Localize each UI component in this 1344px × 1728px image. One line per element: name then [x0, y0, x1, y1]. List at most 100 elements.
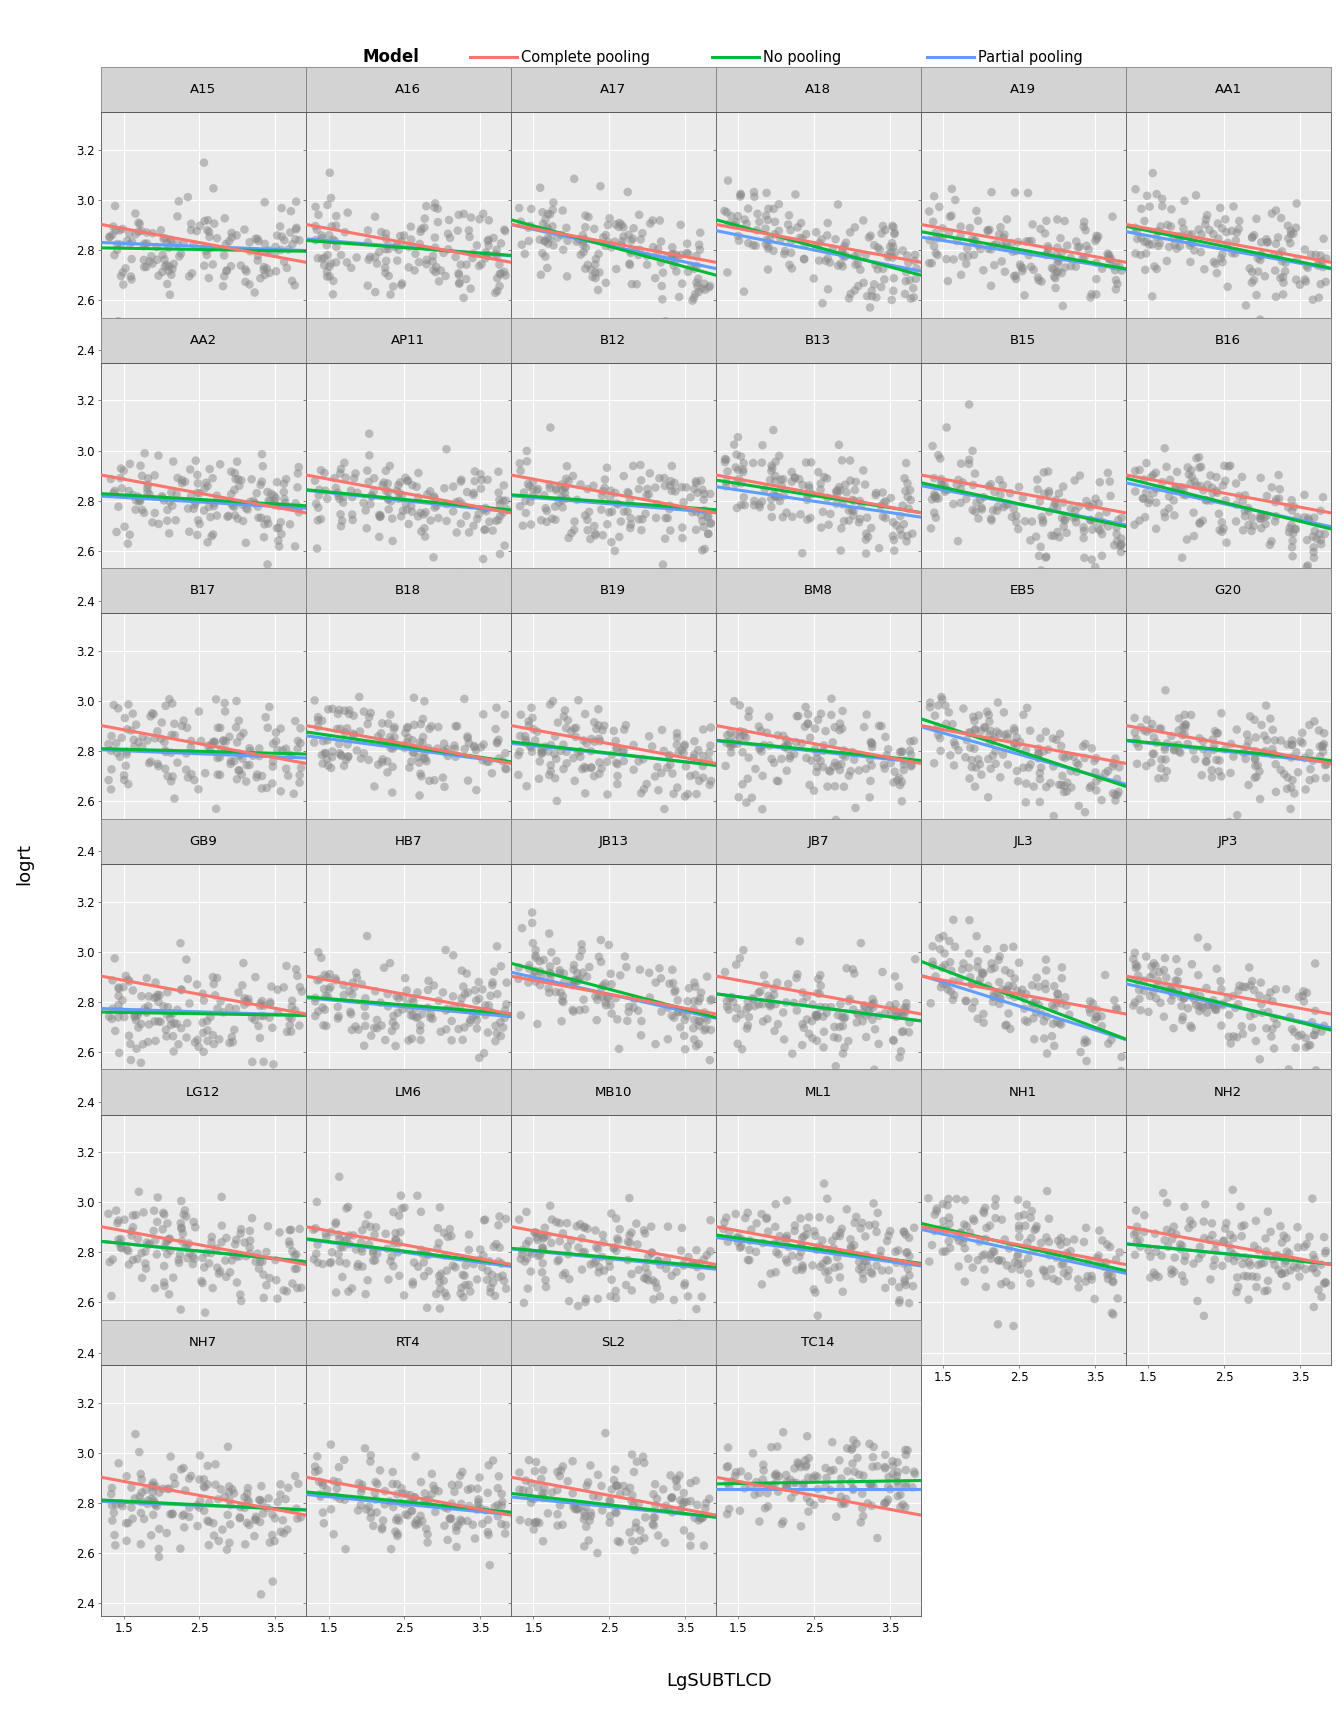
- Point: [814, 1455, 836, 1483]
- Point: [1073, 213, 1094, 240]
- Point: [884, 219, 906, 247]
- Point: [1242, 968, 1263, 995]
- Point: [887, 1002, 909, 1030]
- Point: [1275, 1223, 1297, 1251]
- Point: [257, 774, 278, 802]
- Point: [1101, 1026, 1122, 1054]
- Point: [493, 257, 515, 285]
- Point: [187, 461, 208, 489]
- Point: [418, 1486, 439, 1514]
- Point: [1270, 1213, 1292, 1241]
- Point: [992, 976, 1013, 1004]
- Point: [1070, 1039, 1091, 1066]
- Point: [398, 1026, 419, 1054]
- Point: [108, 492, 129, 520]
- Point: [415, 192, 437, 219]
- Point: [879, 233, 900, 261]
- Point: [157, 994, 179, 1021]
- Point: [938, 698, 960, 726]
- Point: [586, 1540, 607, 1567]
- Point: [383, 273, 405, 301]
- Point: [116, 1236, 137, 1263]
- Point: [820, 1476, 841, 1503]
- Point: [895, 1436, 917, 1464]
- Point: [478, 226, 500, 254]
- Point: [866, 479, 887, 506]
- Point: [515, 1230, 536, 1258]
- Point: [887, 1458, 909, 1486]
- Point: [237, 496, 258, 524]
- Point: [1196, 748, 1218, 776]
- Point: [934, 470, 956, 498]
- Point: [645, 1491, 667, 1519]
- Point: [309, 1481, 331, 1509]
- Point: [219, 1472, 241, 1500]
- Point: [883, 213, 905, 240]
- Bar: [715, 318, 921, 363]
- Point: [655, 1529, 676, 1557]
- Point: [661, 233, 683, 261]
- Point: [993, 225, 1015, 252]
- Point: [1309, 520, 1331, 548]
- Point: [641, 1239, 663, 1267]
- Point: [1081, 812, 1102, 840]
- Point: [539, 959, 560, 987]
- Point: [1222, 218, 1243, 245]
- Point: [321, 695, 343, 722]
- Point: [961, 225, 982, 252]
- Point: [133, 1505, 155, 1533]
- Point: [250, 505, 271, 532]
- Point: [827, 479, 848, 506]
- Point: [253, 256, 274, 283]
- Point: [249, 1025, 270, 1052]
- Point: [1308, 717, 1329, 745]
- Point: [333, 1446, 355, 1474]
- Point: [875, 1441, 896, 1469]
- Point: [1250, 306, 1271, 334]
- Point: [727, 221, 749, 249]
- Point: [618, 994, 640, 1021]
- Point: [718, 1434, 739, 1462]
- Point: [102, 995, 124, 1023]
- Point: [785, 465, 806, 492]
- Point: [124, 726, 145, 753]
- Point: [130, 1479, 152, 1507]
- Point: [775, 1223, 797, 1251]
- Point: [332, 1234, 353, 1261]
- Point: [1133, 1218, 1154, 1246]
- Point: [384, 1032, 406, 1059]
- Point: [159, 1280, 180, 1308]
- Text: JL3: JL3: [1013, 835, 1034, 848]
- Point: [948, 527, 969, 555]
- Point: [930, 683, 952, 710]
- Point: [953, 1211, 974, 1239]
- Point: [1175, 714, 1196, 741]
- Point: [1294, 266, 1316, 294]
- Point: [841, 1450, 863, 1477]
- Point: [824, 1013, 845, 1040]
- Point: [183, 494, 204, 522]
- Point: [194, 1496, 215, 1524]
- Point: [684, 1503, 706, 1531]
- Point: [1020, 1270, 1042, 1298]
- Point: [999, 971, 1020, 999]
- Point: [845, 251, 867, 278]
- Point: [816, 465, 837, 492]
- Point: [1038, 479, 1059, 506]
- Point: [814, 1472, 836, 1500]
- Point: [358, 216, 379, 244]
- Point: [622, 1491, 644, 1519]
- Point: [458, 1236, 480, 1263]
- Point: [763, 221, 785, 249]
- Point: [1154, 764, 1176, 791]
- Point: [316, 257, 337, 285]
- Point: [449, 560, 470, 588]
- Point: [202, 727, 223, 755]
- Point: [1183, 736, 1204, 764]
- Point: [519, 1239, 540, 1267]
- Point: [262, 1567, 284, 1595]
- Point: [738, 1004, 759, 1032]
- Point: [1110, 530, 1132, 558]
- Point: [1125, 176, 1146, 204]
- Point: [886, 1462, 907, 1490]
